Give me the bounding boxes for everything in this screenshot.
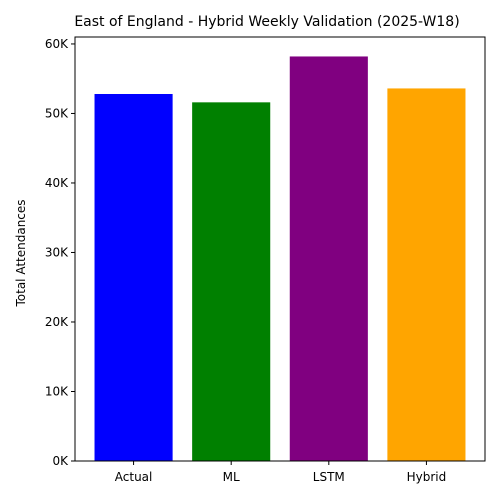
plot-frame [74, 36, 486, 462]
bar-actual [94, 93, 173, 462]
x-tick-label: ML [223, 470, 240, 484]
x-tick-label: Actual [115, 470, 153, 484]
y-axis-label: Total Attendances [14, 199, 28, 307]
x-tick-label: Hybrid [407, 470, 447, 484]
axes-layer: 0K 10K 20K 30K 40K 50K 60K Actual ML LSTM Hybrid [45, 36, 486, 484]
bar-lstm [289, 56, 368, 462]
y-tick-label: 40K [45, 176, 69, 190]
y-tick-label: 20K [45, 315, 69, 329]
x-tick-label: LSTM [313, 470, 345, 484]
bar-hybrid [387, 88, 466, 461]
y-tick-label: 60K [45, 37, 69, 51]
bars-layer [94, 56, 466, 462]
y-tick-label: 0K [52, 454, 69, 468]
y-tick-label: 50K [45, 106, 69, 120]
bar-ml [192, 102, 271, 461]
y-tick-label: 10K [45, 384, 69, 398]
y-tick-label: 30K [45, 245, 69, 259]
chart-title: East of England - Hybrid Weekly Validati… [74, 14, 459, 30]
